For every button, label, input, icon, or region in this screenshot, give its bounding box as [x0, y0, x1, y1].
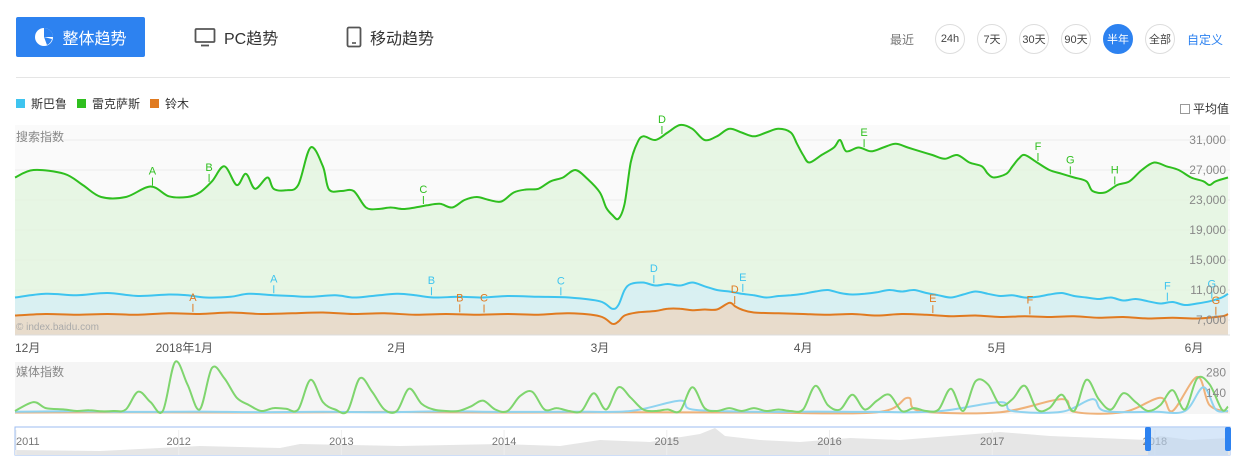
monitor-icon: [194, 28, 216, 47]
search-index-label: 搜索指数: [16, 129, 64, 144]
navigator-year-label: 2012: [166, 436, 190, 448]
annotation-label[interactable]: G: [1208, 279, 1217, 291]
legend-label: 铃木: [165, 97, 190, 111]
divider: [16, 77, 1230, 78]
annotation-label[interactable]: B: [456, 292, 463, 304]
x-axis-label: 6月: [1185, 341, 1204, 355]
x-axis-label: 4月: [794, 341, 813, 355]
series-area: [15, 124, 1228, 335]
tab-mobile-label: 移动趋势: [370, 31, 435, 48]
annotation-label[interactable]: A: [189, 292, 197, 304]
navigator-year-label: 2011: [16, 436, 40, 448]
range-half-year-button[interactable]: 半年: [1103, 24, 1133, 54]
navigator-year-label: 2013: [329, 436, 353, 448]
media-index-label: 媒体指数: [16, 364, 64, 379]
timeline-navigator[interactable]: 20112012201320142015201620172018: [14, 426, 1231, 456]
navigator-right-handle[interactable]: [1225, 427, 1231, 451]
media-series-line: [14, 360, 1229, 415]
annotation-label[interactable]: C: [419, 184, 427, 196]
annotation-label[interactable]: G: [1212, 295, 1221, 307]
annotation-label[interactable]: F: [1035, 141, 1042, 153]
annotation-label[interactable]: C: [557, 275, 565, 287]
annotation-label[interactable]: E: [860, 127, 867, 139]
range-90d-button[interactable]: 90天: [1061, 24, 1091, 54]
tab-mobile[interactable]: 移动趋势: [346, 22, 434, 52]
search-y-tick: 19,000: [1189, 223, 1226, 237]
tab-overall[interactable]: 整体趋势: [16, 17, 145, 57]
pie-chart-icon: [35, 28, 54, 46]
average-checkbox[interactable]: [1180, 103, 1190, 114]
legend-swatch: [16, 99, 25, 108]
navigator-year-label: 2017: [980, 436, 1004, 448]
navigator-overview-area: [15, 428, 1230, 455]
navigator-year-label: 2016: [817, 436, 841, 448]
range-custom-link[interactable]: 自定义: [1187, 33, 1224, 47]
media-index-panel: 280 140 媒体指数: [14, 360, 1230, 415]
search-y-tick: 15,000: [1189, 253, 1226, 267]
annotation-label[interactable]: E: [929, 293, 936, 305]
range-7d-button[interactable]: 7天: [977, 24, 1007, 54]
x-axis-label: 12月: [15, 341, 40, 355]
average-label: 平均值: [1193, 102, 1230, 116]
navigator-left-handle[interactable]: [1145, 427, 1151, 451]
tab-pc-label: PC趋势: [224, 31, 279, 48]
legend-label: 斯巴鲁: [31, 97, 68, 111]
search-y-tick: 7,000: [1196, 313, 1226, 327]
annotation-label[interactable]: G: [1066, 154, 1075, 166]
annotation-label[interactable]: F: [1164, 281, 1171, 293]
series-line: [14, 281, 1229, 310]
range-label: 最近: [890, 33, 915, 47]
annotation-label[interactable]: A: [149, 166, 157, 178]
annotation-label[interactable]: F: [1027, 294, 1034, 306]
navigator-year-label: 2015: [655, 436, 679, 448]
series-line: [14, 301, 1229, 325]
annotation-label[interactable]: C: [480, 293, 488, 305]
annotation-label[interactable]: D: [658, 114, 666, 126]
annotation-label[interactable]: A: [270, 273, 278, 285]
range-all-button[interactable]: 全部: [1145, 24, 1175, 54]
watermark: © index.baidu.com: [16, 322, 99, 333]
mobile-phone-icon: [346, 26, 362, 48]
x-axis-label: 2018年1月: [156, 341, 213, 355]
annotation-label[interactable]: B: [205, 162, 212, 174]
annotation-label[interactable]: B: [428, 275, 435, 287]
search-y-tick: 31,000: [1189, 133, 1226, 147]
x-axis-label: 2月: [387, 341, 406, 355]
x-axis-label: 5月: [988, 341, 1007, 355]
legend-swatch: [150, 99, 159, 108]
average-toggle[interactable]: 平均值: [1180, 100, 1229, 117]
legend-item-suzuki[interactable]: 铃木: [150, 95, 189, 112]
legend-item-subaru[interactable]: 斯巴鲁: [16, 95, 67, 112]
search-y-tick: 11,000: [1190, 283, 1226, 297]
range-30d-button[interactable]: 30天: [1019, 24, 1049, 54]
x-axis-label: 3月: [591, 341, 610, 355]
annotation-label[interactable]: E: [739, 272, 746, 284]
annotation-label[interactable]: H: [1111, 164, 1119, 176]
tab-pc[interactable]: PC趋势: [194, 22, 278, 52]
navigator-year-label: 2014: [492, 436, 516, 448]
search-y-tick: 27,000: [1189, 163, 1226, 177]
series-line: [14, 123, 1229, 221]
search-y-tick: 23,000: [1189, 193, 1226, 207]
navigator-selection[interactable]: [1148, 427, 1228, 455]
legend-swatch: [77, 99, 86, 108]
annotation-label[interactable]: D: [731, 284, 739, 296]
media-y-tick: 280: [1206, 365, 1226, 379]
legend-item-lexus[interactable]: 雷克萨斯: [77, 95, 140, 112]
range-24h-button[interactable]: 24h: [935, 24, 965, 54]
legend-label: 雷克萨斯: [92, 97, 141, 111]
media-series-line: [14, 386, 1229, 415]
annotation-label[interactable]: D: [650, 263, 658, 275]
media-y-tick: 140: [1206, 386, 1226, 400]
tab-overall-label: 整体趋势: [62, 31, 127, 48]
